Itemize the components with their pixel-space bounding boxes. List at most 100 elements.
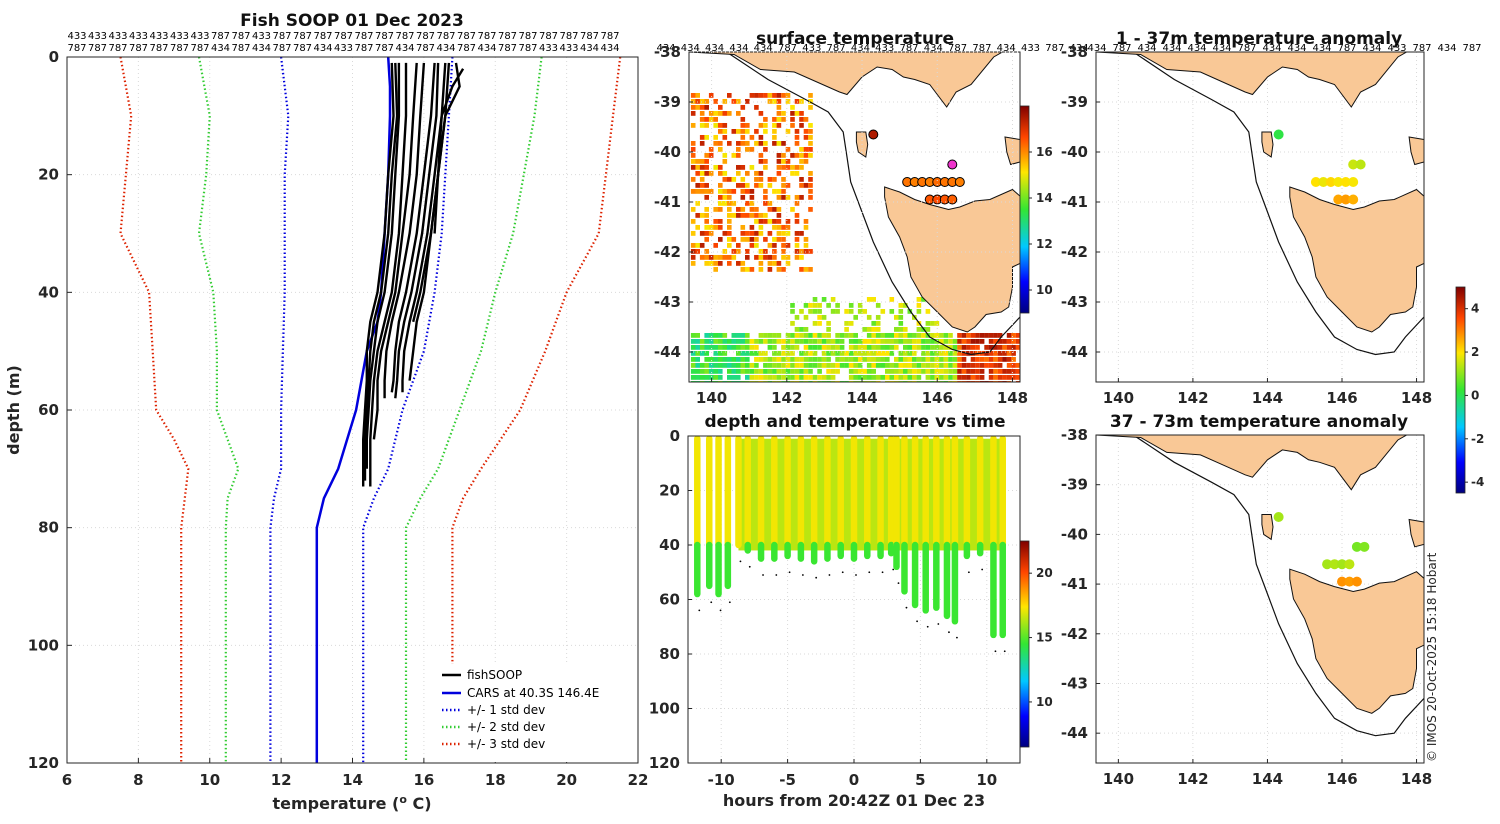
sst-pixel xyxy=(772,249,777,254)
sst-pixel xyxy=(731,99,737,104)
sst-pixel xyxy=(844,357,849,362)
sst-pixel xyxy=(894,345,899,350)
sst-pixel xyxy=(695,189,700,194)
sst-pixel xyxy=(708,369,714,374)
sst-pixel xyxy=(925,321,931,326)
sst-pixel xyxy=(952,363,958,368)
anomaly-top-label: 434 xyxy=(1262,43,1281,54)
anomaly-shallow-x-tick-label: 146 xyxy=(1326,389,1357,407)
sst-pixel xyxy=(799,333,804,338)
sst-pixel xyxy=(718,201,723,206)
sst-pixel xyxy=(952,351,958,356)
sst-pixel xyxy=(767,99,773,104)
anomaly-deep-points xyxy=(1273,512,1370,587)
profile-top-label: 434 xyxy=(600,43,619,54)
sst-pixel xyxy=(875,303,881,308)
sst-pixel xyxy=(722,357,728,362)
sst-pixel xyxy=(984,333,989,338)
sst-pixel xyxy=(875,351,881,356)
sst-pixel xyxy=(803,249,809,254)
sst-pixel xyxy=(776,375,782,380)
time-depth-bottom-dot xyxy=(728,601,731,604)
time-depth-bottom-dot xyxy=(937,623,940,625)
sst-pixel xyxy=(772,369,777,374)
sst-pixel xyxy=(907,333,913,338)
sst-pixel xyxy=(988,351,994,356)
sst-pixel xyxy=(894,327,899,332)
sst-pixel xyxy=(776,333,782,338)
sst-pixel xyxy=(948,345,953,350)
time-depth-bottom-dot xyxy=(868,571,871,574)
time-depth-dense-block xyxy=(738,438,1003,551)
sst-pixel xyxy=(718,105,723,110)
sst-pixel xyxy=(708,375,714,380)
sst-pixel xyxy=(970,333,976,338)
fish-profile-line xyxy=(363,62,399,481)
anomaly-shallow-point xyxy=(1273,129,1284,140)
sst-pixel xyxy=(736,141,741,146)
sst-pixel xyxy=(853,375,858,380)
sst-pixel xyxy=(921,351,926,356)
sst-pixel xyxy=(690,357,696,362)
sst-pixel xyxy=(731,237,737,242)
sst-pixel xyxy=(754,357,759,362)
sst-pixel xyxy=(817,375,822,380)
sst-pixel xyxy=(731,255,737,260)
time-depth-bottom-dot xyxy=(815,576,818,579)
sst-pixel xyxy=(912,363,917,368)
sst-pixel xyxy=(871,297,876,302)
sst-pixel xyxy=(781,225,786,230)
sst-pixel xyxy=(745,351,750,356)
sst-pixel xyxy=(871,327,876,332)
sst-pixel xyxy=(727,189,732,194)
sst-pixel xyxy=(731,345,737,350)
anomaly-shallow-flinders-island xyxy=(1408,136,1424,166)
sst-pixel xyxy=(704,345,709,350)
profile-top-label: 787 xyxy=(67,43,86,54)
sst-pixel xyxy=(925,351,931,356)
anomaly-deep-basemap xyxy=(1096,435,1424,737)
sst-pixel xyxy=(754,369,759,374)
sst-pixel xyxy=(826,321,831,326)
sst-pixel xyxy=(699,99,705,104)
sst-pixel xyxy=(871,339,876,344)
sst-pixel xyxy=(699,351,705,356)
sst-pixel xyxy=(785,345,791,350)
sst-pixel xyxy=(835,363,840,368)
sst-pixel xyxy=(988,369,994,374)
sst-pixel xyxy=(763,117,768,122)
sst-pixel xyxy=(713,225,718,230)
sst-pixel xyxy=(699,255,705,260)
sst-pixel xyxy=(799,255,804,260)
sst-pixel xyxy=(808,345,813,350)
sst-pixel xyxy=(785,93,791,98)
sst-pixel xyxy=(808,183,813,188)
sst-mainland xyxy=(689,52,1004,108)
sst-pixel xyxy=(984,363,989,368)
sst-top-label: 434 xyxy=(997,43,1016,54)
anomaly-shallow-tasmania xyxy=(1289,186,1424,333)
sst-pixel xyxy=(808,171,813,176)
profile-top-label: 787 xyxy=(498,43,517,54)
sst-pixel xyxy=(799,375,804,380)
sst-pixel xyxy=(862,375,867,380)
sst-pixel xyxy=(866,345,872,350)
profile-top-label: 787 xyxy=(231,43,250,54)
sst-pixel xyxy=(803,219,809,224)
profile-top-label: 787 xyxy=(600,31,619,42)
sst-pixel xyxy=(713,345,718,350)
anomaly-deep-x-tick-label: 146 xyxy=(1326,770,1357,788)
anomaly-deep-y-tick-label: -41 xyxy=(1061,575,1088,593)
sst-pixel xyxy=(794,333,800,338)
sst-pixel xyxy=(898,375,904,380)
sst-pixel xyxy=(749,351,755,356)
sst-pixel xyxy=(731,363,737,368)
sst-pixel xyxy=(699,117,705,122)
sst-pixel xyxy=(839,333,845,338)
sst-pixel xyxy=(930,339,935,344)
sst-map-panel: surface temperature 434 434 434 434 434 787 43… xyxy=(654,29,1089,407)
sst-pixel xyxy=(880,309,886,314)
sst-pixel xyxy=(1011,339,1016,344)
sst-pixel xyxy=(853,339,858,344)
anomaly-colorbar xyxy=(1455,286,1466,494)
